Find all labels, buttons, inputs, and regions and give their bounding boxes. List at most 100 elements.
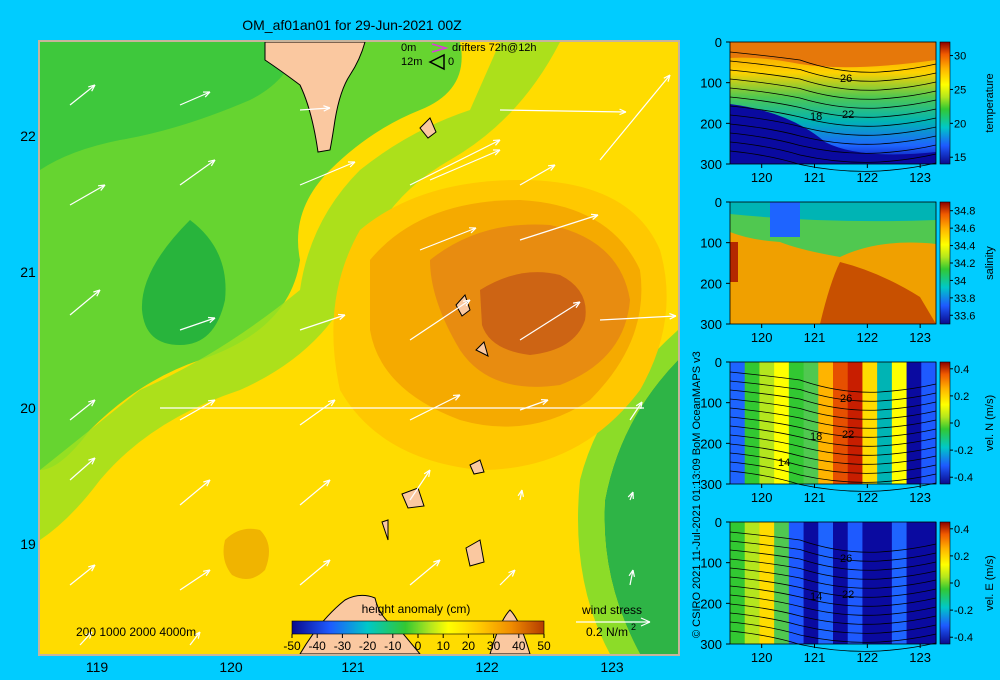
field-orange-core [480,272,586,355]
colorbar-tick-label: -20 [359,639,377,653]
section-field [730,42,936,164]
drifter-legend: 0m drifters 72h@12h 12m 0 [401,42,537,71]
colorbar-tick-label: 0.4 [954,524,969,536]
isotherm [729,398,937,420]
current-vector-head [619,108,627,116]
current-vector [409,394,461,421]
lon-tick-label: 120 [751,170,773,185]
depth-tick-label: 300 [700,157,722,172]
current-vector [179,399,216,421]
credit-line: © CSIRO 2021 11-Jul-2021 01:13:09 BoM Oc… [691,351,703,638]
field-green-east [604,360,678,654]
current-vector [629,569,634,586]
isotherm [729,123,937,145]
contour-label: 22 [842,589,854,601]
depth-tick-label: 0 [715,515,722,530]
isotherm [729,425,937,447]
isotherm [729,621,937,643]
colorbar-tick-label: 0.4 [954,364,969,376]
contour-label: 14 [778,457,790,469]
current-vector [69,184,106,206]
section-colorbar [939,41,951,165]
land-islet-3 [475,341,489,357]
map-y-tick: 19 [20,536,36,552]
current-vector-head [627,491,634,500]
depth-contour-legend: 200 1000 2000 4000m [76,625,196,639]
sal-west-core [730,242,738,282]
velocity-column [730,522,746,644]
colorbar-tick-label: 34.8 [954,206,975,218]
isotherm [729,416,937,438]
depth-tick-label: 0 [715,355,722,370]
current-vector-head [452,394,461,401]
current-vector-head [85,631,93,639]
current-vector-head [635,401,643,409]
depth-tick-label: 0 [715,195,722,210]
current-vector-head [423,469,431,477]
current-vector-head [328,399,336,407]
colorbar-tick-label: 20 [954,118,966,130]
section-field [730,202,936,324]
velocity-column [891,362,908,484]
isotherm [729,96,937,118]
colorbar-tick-label: 25 [954,84,966,96]
field-lightgreen-band [40,42,560,540]
current-vector-head [323,559,331,567]
current-vector [179,569,211,591]
current-vector [409,469,431,501]
section-frame [729,201,937,325]
contour-label: 18 [810,431,822,443]
current-vector-head [203,569,211,577]
map-x-tick: 120 [219,659,243,675]
colorbar-label: vel. E (m/s) [984,555,996,611]
current-vector [179,91,211,106]
current-vector [409,139,501,186]
depth-tick-label: 0 [715,35,722,50]
depth-tick-label: 300 [700,477,722,492]
section-panel-1: 26 22 18 0 100 200 300 120 121 122 123 30 25 20 15 temp… [700,35,996,185]
colorbar-tick-label: -0.2 [954,605,973,617]
depth-tick-label: 200 [700,436,722,451]
colorbar-tick-label: 33.6 [954,310,975,322]
velocity-column [921,522,937,644]
isotherm [729,105,937,127]
section-colorbar [939,201,951,325]
wind-stress-arrowhead [640,617,651,627]
current-vector-head [590,213,599,221]
current-vector-head [88,564,96,572]
current-vector [69,457,96,481]
wind-stress-scale: 0.2 N/m [586,625,628,639]
isotherm [729,594,937,616]
current-vector-head [207,316,216,324]
depth-tick-label: 200 [700,276,722,291]
current-vector [409,299,471,341]
contour-label: 22 [842,429,854,441]
lon-tick-label: 121 [804,330,826,345]
lon-tick-label: 121 [804,170,826,185]
colorbar-tick-label: 30 [954,51,966,63]
drifter-value: 0 [448,56,454,68]
colorbar-tick-label: -40 [309,639,327,653]
current-vector [519,214,599,241]
map-x-tick: 122 [475,659,499,675]
velocity-column [906,522,922,644]
current-vector-head [97,184,106,191]
current-vector-head [468,227,477,234]
current-vector [629,401,643,421]
velocity-column [818,522,834,644]
lon-tick-label: 120 [751,330,773,345]
colorbar-tick-label: 33.8 [954,293,975,305]
land-islet-6 [381,519,389,541]
current-vector [519,399,549,411]
depth-tick-label: 100 [700,556,722,571]
colorbar-tick-label: 0 [954,418,960,430]
isotherm [729,380,937,402]
isotherm [729,603,937,625]
current-vector-head [323,105,331,112]
isotherm [729,87,937,109]
current-vector [519,164,556,186]
lon-tick-label: 122 [856,490,878,505]
isotherm [729,612,937,634]
current-vector [299,107,331,111]
section-field [730,522,937,644]
